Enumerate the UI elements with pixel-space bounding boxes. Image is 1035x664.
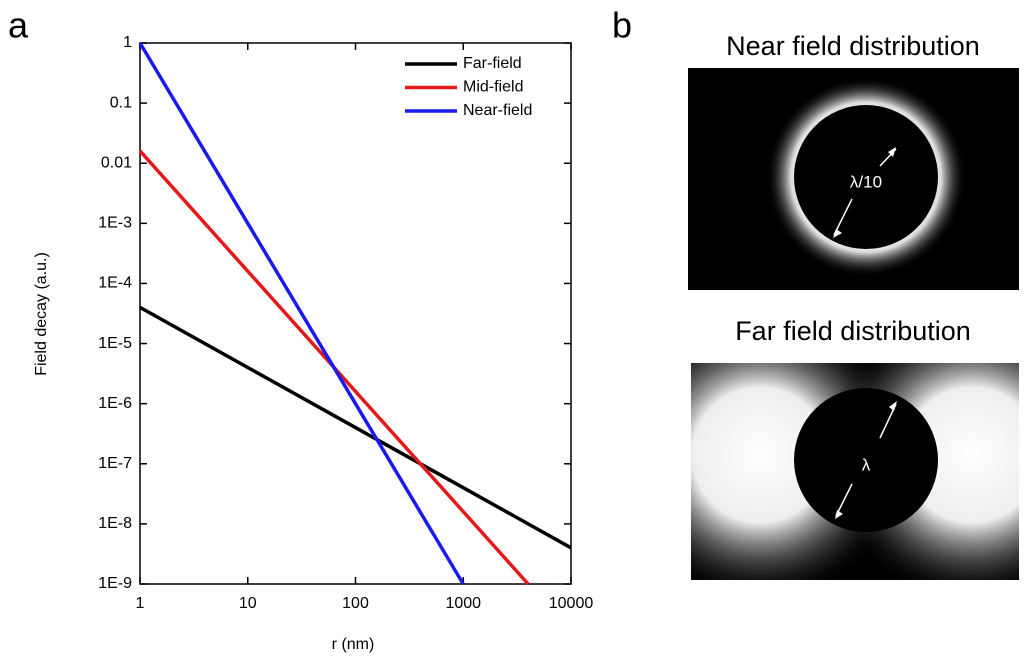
data-line [139, 305, 572, 550]
near-field-image: λ/10 [688, 68, 1019, 290]
panel-label: a [8, 5, 29, 46]
y-tick-label: 1E-4 [98, 275, 132, 292]
x-tick-label: 10 [239, 595, 257, 612]
y-tick-label: 1E-5 [98, 335, 132, 352]
legend-label: Near-field [463, 102, 532, 119]
panel-label: b [612, 5, 632, 46]
image-title: Near field distribution [726, 31, 980, 61]
x-axis-title: r (nm) [332, 636, 375, 653]
y-tick-label: 0.01 [101, 154, 132, 171]
y-axis-title: Field decay (a.u.) [33, 252, 50, 376]
legend-label: Mid-field [463, 79, 523, 96]
x-tick-label: 10000 [549, 595, 594, 612]
x-tick-label: 100 [342, 595, 369, 612]
far-field-image: λ [691, 363, 1019, 580]
plot-area: 1 10 100 1000 10000 1 0.1 0.01 1E-3 1E-4 1E-5 1E-6 1… [98, 34, 593, 612]
x-tick-label: 1000 [445, 595, 481, 612]
y-tick-label: 1E-8 [98, 515, 132, 532]
image-title: Far field distribution [735, 316, 971, 346]
y-tick-label: 1 [123, 34, 132, 51]
image-label: λ/10 [850, 172, 882, 191]
y-tick-label: 1E-6 [98, 395, 132, 412]
x-tick-label: 1 [136, 595, 145, 612]
plot-frame [139, 42, 572, 585]
y-tick-label: 1E-3 [98, 215, 132, 232]
data-line [138, 149, 530, 586]
image-label: λ [862, 455, 871, 474]
y-tick-label: 0.1 [110, 94, 132, 111]
y-tick-label: 1E-9 [98, 575, 132, 592]
data-line [138, 42, 465, 585]
legend-label: Far-field [463, 55, 522, 72]
y-tick-label: 1E-7 [98, 455, 132, 472]
